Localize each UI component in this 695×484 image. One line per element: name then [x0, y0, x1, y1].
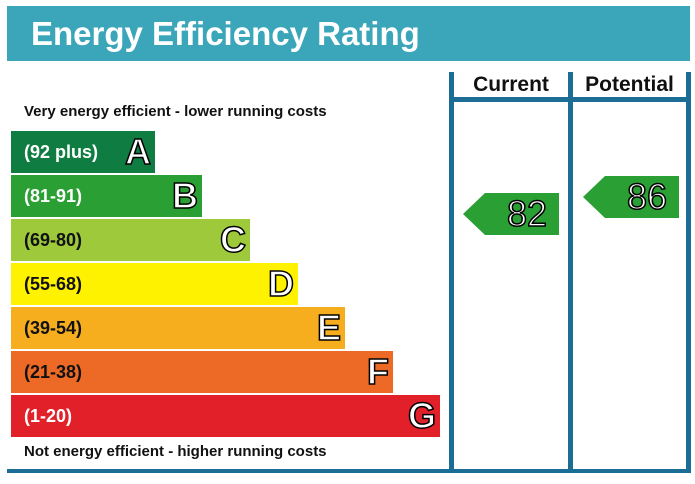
column-header-current: Current	[473, 73, 549, 96]
band-letter: A	[124, 130, 152, 173]
band-d: (55-68) D	[11, 262, 298, 305]
divider	[7, 469, 691, 473]
potential-rating-value: 86	[626, 175, 668, 218]
band-letter: C	[219, 218, 247, 261]
band-range: (69-80)	[24, 230, 83, 250]
band-a: (92 plus) A	[11, 130, 155, 173]
band-range: (81-91)	[24, 186, 83, 206]
band-range: (55-68)	[24, 274, 83, 294]
band-b: (81-91) B	[11, 174, 202, 217]
band-range: (39-54)	[24, 318, 83, 338]
band-letter: B	[171, 174, 199, 217]
column-header-potential: Potential	[585, 73, 674, 96]
band-range: (92 plus)	[24, 142, 99, 162]
band-e: (39-54) E	[11, 306, 345, 349]
divider	[568, 72, 573, 473]
band-letter: D	[267, 262, 295, 305]
band-letter: F	[366, 350, 390, 393]
bottom-note: Not energy efficient - higher running co…	[24, 443, 327, 460]
divider	[686, 72, 691, 473]
band-letter: G	[407, 394, 437, 437]
top-note: Very energy efficient - lower running co…	[24, 103, 327, 120]
band-c: (69-80) C	[11, 218, 250, 261]
band-f: (21-38) F	[11, 350, 393, 393]
current-rating-value: 82	[506, 192, 548, 235]
band-range: (21-38)	[24, 362, 83, 382]
chart-title: Energy Efficiency Rating	[7, 6, 690, 61]
divider	[449, 97, 691, 102]
divider	[449, 72, 454, 473]
current-rating-arrow: 82	[463, 192, 559, 235]
band-letter: E	[316, 306, 342, 349]
band-g: (1-20) G	[11, 394, 440, 437]
band-range: (1-20)	[24, 406, 73, 426]
potential-rating-arrow: 86	[583, 175, 679, 218]
